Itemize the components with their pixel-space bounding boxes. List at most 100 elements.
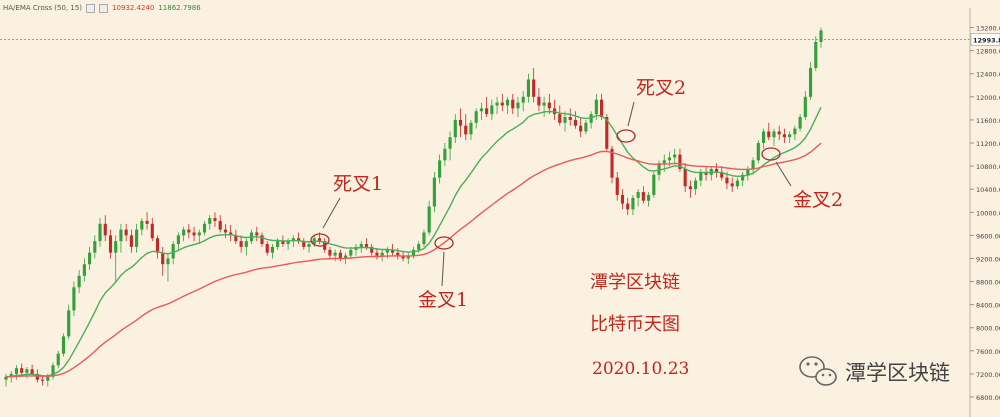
candle-body <box>208 218 212 224</box>
candle-body <box>626 203 630 210</box>
candle-body <box>662 160 666 164</box>
candle-body <box>291 238 295 242</box>
golden-cross-2-label: 金叉2 <box>793 189 843 211</box>
candle-body <box>615 177 619 195</box>
indicator-value-2: 11862.7986 <box>158 4 201 12</box>
settings-icon[interactable] <box>99 3 109 13</box>
candle-body <box>239 241 243 247</box>
candle-body <box>270 246 275 253</box>
candle-body <box>135 229 139 247</box>
candle-body <box>145 220 149 224</box>
candle-body <box>720 171 724 178</box>
candle-body <box>751 160 755 169</box>
y-tick-label: 11600.00 <box>976 117 1000 125</box>
candle-body <box>657 163 661 175</box>
indicator-label: HA/EMA Cross (50, 15) <box>3 4 83 12</box>
candle-body <box>161 252 165 265</box>
candle-body <box>114 241 118 253</box>
candle-body <box>182 229 186 236</box>
candle-body <box>788 134 792 138</box>
candle-body <box>150 223 154 239</box>
death-cross-1-marker <box>310 233 330 247</box>
candle-body <box>537 96 541 106</box>
candle-body <box>793 128 797 135</box>
candle-body <box>41 379 45 381</box>
y-tick-label: 8400.00 <box>976 302 1000 310</box>
candle-body <box>119 229 123 242</box>
candle-body <box>385 249 389 253</box>
visibility-toggle-icon[interactable] <box>86 3 96 13</box>
candle-body <box>30 369 34 374</box>
last-price-value: 12993.87 <box>973 36 1000 44</box>
candle-body <box>391 249 395 253</box>
y-tick-label: 8800.00 <box>976 279 1000 287</box>
candle-body <box>56 353 60 366</box>
candle-body <box>411 249 416 256</box>
candle-body <box>798 117 802 129</box>
candle-body <box>547 102 551 109</box>
candle-body <box>579 125 583 132</box>
candle-body <box>761 131 766 143</box>
chart-header: HA/EMA Cross (50, 15) 10932.4240 11862.7… <box>3 2 201 14</box>
y-tick-label: 12800.00 <box>976 48 1000 56</box>
candle-body <box>573 119 578 126</box>
candle-body <box>229 232 233 236</box>
candle-body <box>364 244 369 247</box>
candle-body <box>485 108 489 115</box>
candle-body <box>814 41 818 68</box>
candle-body <box>307 244 311 247</box>
candle-body <box>521 96 525 103</box>
candle-body <box>349 249 353 256</box>
candle-body <box>213 218 217 221</box>
candle-body <box>584 122 588 132</box>
candle-body <box>88 252 92 265</box>
candle-body <box>370 246 374 253</box>
candle-body <box>777 131 781 135</box>
y-tick-label: 12000.00 <box>976 94 1000 102</box>
candle-body <box>166 258 170 265</box>
candle-body <box>422 232 426 245</box>
candle-body <box>694 180 698 190</box>
candle-body <box>469 122 473 135</box>
candle-body <box>568 117 572 120</box>
candle-body <box>610 148 614 178</box>
wechat-icon <box>799 356 837 386</box>
candle-body <box>406 255 410 259</box>
candle-body <box>699 171 703 181</box>
candle-body <box>302 241 306 247</box>
y-tick-label: 6800.00 <box>976 394 1000 402</box>
death-cross-1-label: 死叉1 <box>333 173 383 195</box>
candle-body <box>458 119 463 126</box>
indicator-value-1: 10932.4240 <box>112 4 155 12</box>
candle-body <box>735 180 739 187</box>
candle-body <box>375 252 379 256</box>
candle-body <box>673 154 677 158</box>
candle-body <box>563 117 567 123</box>
candle-body <box>344 255 348 259</box>
candle-body <box>202 223 207 233</box>
candle-body <box>542 102 546 106</box>
death-cross-1-arrow <box>322 197 341 229</box>
candle-body <box>129 235 133 247</box>
candle-body <box>72 287 76 311</box>
y-tick-label: 7200.00 <box>976 371 1000 379</box>
candle-body <box>641 192 645 201</box>
candle-body <box>652 174 656 195</box>
candle-body <box>683 168 687 187</box>
candle-body <box>328 249 332 256</box>
candle-body <box>223 229 227 233</box>
candle-body <box>61 336 66 354</box>
candle-body <box>594 99 598 115</box>
last-price-tag <box>970 33 1000 46</box>
candle-body <box>636 192 640 198</box>
golden-cross-1-label: 金叉1 <box>418 289 468 311</box>
candle-body <box>286 241 290 245</box>
candle-body <box>171 244 175 259</box>
candle-body <box>490 105 494 115</box>
y-tick-label: 10800.00 <box>976 163 1000 171</box>
overlay-date: 2020.10.23 <box>592 359 689 379</box>
candle-body <box>20 368 24 373</box>
candle-body <box>505 99 510 106</box>
